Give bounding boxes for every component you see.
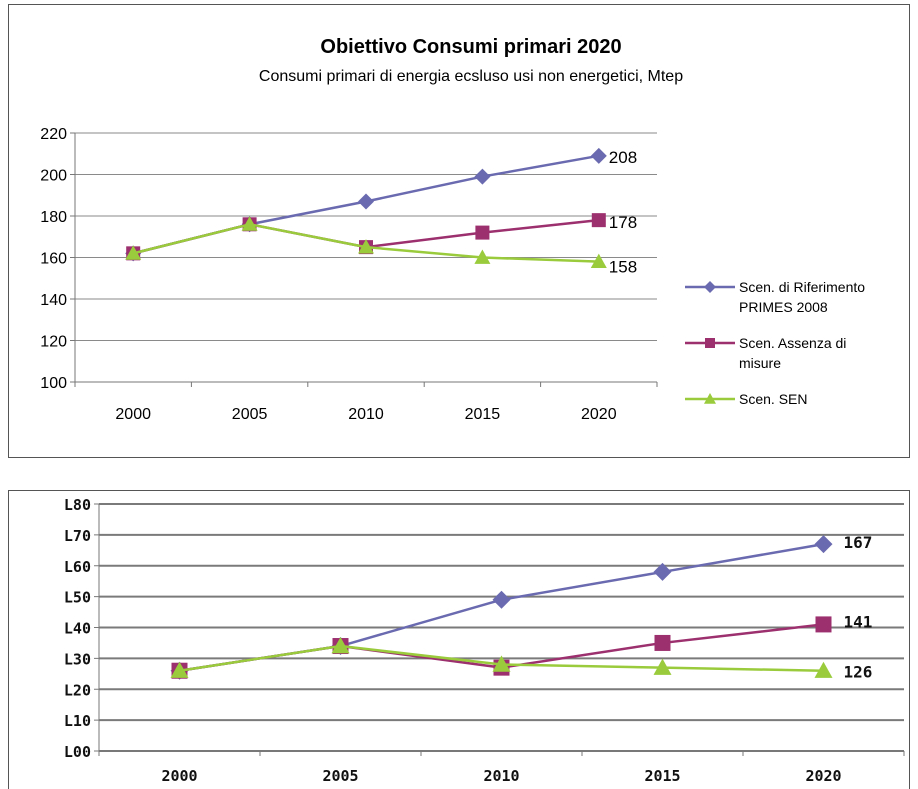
data-point [474, 168, 491, 185]
y-tick-label: 160 [40, 251, 67, 268]
data-point [358, 193, 374, 210]
legend-marker [704, 393, 716, 404]
y-tick-label: L00 [64, 743, 91, 761]
y-tick-label: 100 [40, 375, 67, 392]
end-data-label: 158 [609, 258, 637, 277]
x-tick-label: 2020 [581, 406, 617, 423]
end-data-label: 167 [844, 533, 873, 552]
y-tick-label: 180 [40, 209, 67, 226]
end-data-label: 178 [609, 213, 637, 232]
data-point [358, 239, 374, 254]
chart-panel-bottom: L00 L10 L20 L30 L40 L50 L60 L70 L80 2000 2005 2010 2… [8, 490, 910, 789]
y-tick-label: L50 [64, 589, 91, 607]
x-tick-label: 2000 [115, 406, 151, 423]
data-point [814, 661, 833, 678]
end-data-label: 208 [609, 148, 637, 167]
y-tick-label: L40 [64, 620, 91, 638]
legend-label: PRIMES 2008 [739, 299, 828, 315]
data-point [654, 634, 671, 651]
y-tick-label: L80 [64, 496, 91, 514]
data-point [474, 249, 491, 264]
x-tick-label: 2005 [322, 767, 358, 785]
legend-label: Scen. di Riferimento [739, 279, 865, 295]
data-point [590, 147, 607, 164]
y-tick-label: L10 [64, 712, 91, 730]
y-tick-label: L30 [64, 650, 91, 668]
y-tick-label: L20 [64, 681, 91, 699]
x-tick-label: 2010 [483, 767, 519, 785]
data-point [815, 616, 832, 633]
x-tick-label: 2015 [465, 406, 501, 423]
data-point [170, 661, 189, 678]
data-point [814, 535, 833, 554]
y-tick-label: L70 [64, 527, 91, 545]
x-tick-label: 2020 [805, 767, 841, 785]
legend-label: Scen. Assenza di [739, 335, 846, 351]
x-tick-label: 2000 [161, 767, 197, 785]
legend-marker [705, 338, 715, 348]
y-tick-label: 200 [40, 168, 67, 185]
chart-subtitle: Consumi primari di energia ecsluso usi n… [259, 68, 683, 85]
x-tick-label: 2010 [348, 406, 384, 423]
legend-label: Scen. SEN [739, 391, 807, 407]
data-point [590, 253, 607, 269]
end-data-label: 141 [844, 612, 873, 631]
chart-top: Obiettivo Consumi primari 2020 Consumi p… [40, 36, 865, 423]
data-point [591, 213, 606, 228]
chart-bottom: L00 L10 L20 L30 L40 L50 L60 L70 L80 2000 2005 2010 2… [64, 496, 905, 785]
y-tick-label: L60 [64, 558, 91, 576]
data-point [331, 637, 350, 654]
chart-title: Obiettivo Consumi primari 2020 [320, 36, 621, 58]
data-point [653, 562, 672, 581]
legend-label: misure [739, 355, 781, 371]
x-tick-label: 2005 [232, 406, 268, 423]
data-point [125, 245, 142, 260]
legend-marker [704, 281, 716, 293]
y-tick-label: 120 [40, 334, 67, 351]
y-tick-label: 220 [40, 126, 67, 143]
y-tick-label: 140 [40, 292, 67, 309]
chart-panel-top: Obiettivo Consumi primari 2020 Consumi p… [8, 4, 910, 458]
data-point [475, 225, 490, 240]
end-data-label: 126 [844, 663, 873, 682]
data-point [492, 655, 511, 672]
data-point [653, 658, 672, 675]
x-tick-label: 2015 [644, 767, 680, 785]
data-point [241, 216, 258, 231]
data-point [492, 590, 511, 609]
